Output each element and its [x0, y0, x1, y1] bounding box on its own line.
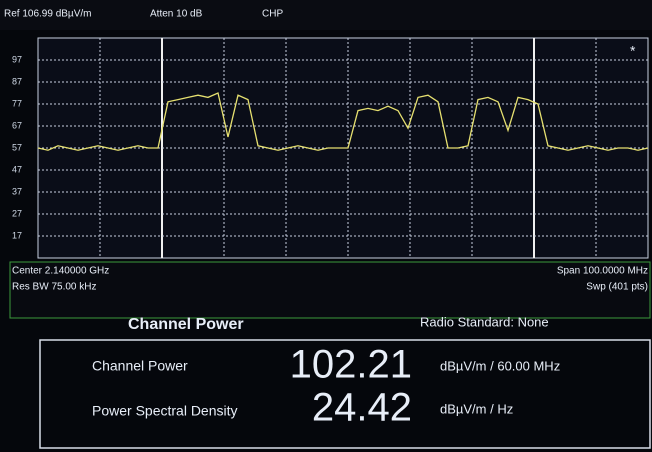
rbw: Res BW 75.00 kHz [12, 282, 96, 293]
y-tick-label: 67 [12, 120, 22, 130]
row-unit: dBµV/m / Hz [440, 401, 513, 416]
top-bar [0, 0, 652, 30]
results-box [39, 339, 651, 449]
radio-standard: Radio Standard: None [420, 314, 549, 329]
trace [37, 92, 649, 151]
settings-box [9, 261, 651, 319]
attenuation: Atten 10 dB [150, 9, 203, 20]
y-tick-label: 87 [12, 76, 22, 86]
plot: 17 27 37 47 57 67 77 87 97 [12, 37, 649, 259]
panel-title: Channel Power [128, 316, 244, 333]
row-value: 24.42 [312, 386, 412, 430]
y-tick-label: 57 [12, 142, 22, 152]
ref-level: Ref 106.99 dBµV/m [4, 9, 91, 20]
y-tick-label: 77 [12, 98, 22, 108]
y-tick-label: 97 [12, 54, 22, 64]
y-tick-label: 47 [12, 164, 22, 174]
row-label: Power Spectral Density [92, 403, 238, 419]
marker-star: * [630, 43, 636, 59]
row-value: 102.21 [290, 343, 412, 387]
sweep: Swp (401 pts) [586, 282, 648, 293]
row-label: Channel Power [92, 358, 188, 374]
row-unit: dBµV/m / 60.00 MHz [440, 358, 560, 373]
span: Span 100.0000 MHz [557, 266, 648, 277]
mode: CHP [262, 9, 283, 20]
center-freq: Center 2.140000 GHz [12, 266, 109, 277]
y-tick-label: 37 [12, 186, 22, 196]
y-tick-label: 27 [12, 208, 22, 218]
y-tick-label: 17 [12, 230, 22, 240]
